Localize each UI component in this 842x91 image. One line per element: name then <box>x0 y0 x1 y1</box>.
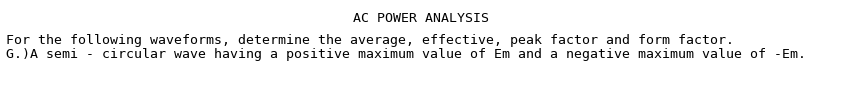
Text: For the following waveforms, determine the average, effective, peak factor and f: For the following waveforms, determine t… <box>6 34 734 47</box>
Text: G.)A semi - circular wave having a positive maximum value of Em and a negative m: G.)A semi - circular wave having a posit… <box>6 48 806 61</box>
Text: AC POWER ANALYSIS: AC POWER ANALYSIS <box>353 12 489 25</box>
